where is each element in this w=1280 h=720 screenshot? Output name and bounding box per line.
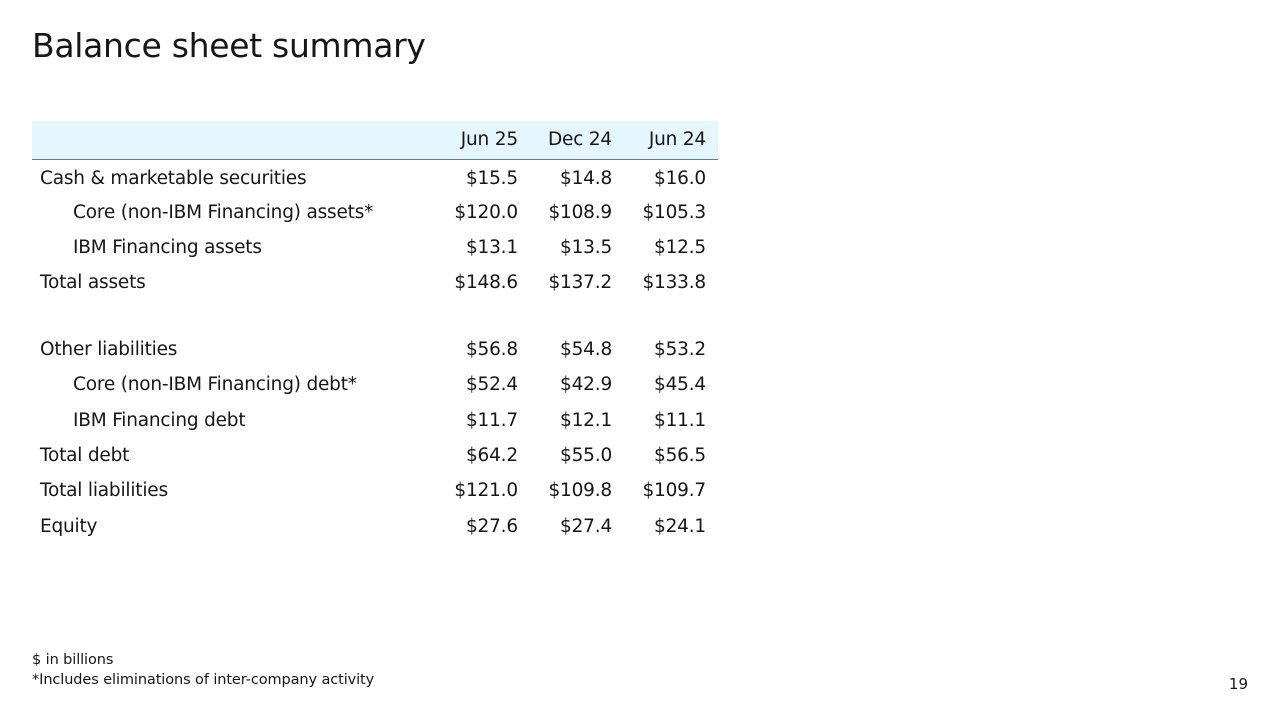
cell-jun-25: $15.5: [465, 167, 518, 189]
cell-jun-24: $53.2: [654, 338, 706, 360]
cell-dec-24: $54.8: [560, 338, 613, 360]
column-header-jun-25: Jun 25: [427, 121, 522, 160]
column-header-jun-24: Jun 24: [616, 121, 718, 160]
cell-dec-24: $12.1: [560, 409, 613, 431]
cell-jun-25: $64.2: [465, 444, 518, 466]
cell-jun-25: $13.1: [465, 236, 518, 258]
cell-dec-24: $13.5: [560, 236, 613, 258]
cell-dec-24: $108.9: [548, 201, 613, 223]
footnote-eliminations: *Includes eliminations of inter-company …: [32, 672, 375, 688]
column-header-label: [32, 121, 428, 160]
row-label: Core (non-IBM Financing) debt*: [73, 374, 357, 396]
cell-jun-24: $105.3: [642, 201, 706, 223]
balance-sheet-table: Jun 25 Dec 24 Jun 24 Cash & marketable s…: [32, 121, 718, 544]
table-row: Total liabilities $121.0 $109.8 $109.7: [32, 473, 718, 508]
row-label: Equity: [40, 515, 98, 537]
table-row: Total debt $64.2 $55.0 $56.5: [32, 438, 718, 473]
row-label: IBM Financing debt: [73, 409, 246, 431]
cell-jun-25: $52.4: [465, 374, 518, 396]
page-number: 19: [1228, 675, 1248, 693]
cell-jun-25: $148.6: [454, 272, 518, 294]
row-label: Cash & marketable securities: [40, 167, 307, 189]
row-label: Total debt: [40, 444, 130, 466]
cell-jun-25: $56.8: [465, 338, 518, 360]
cell-jun-25: $120.0: [454, 201, 518, 223]
cell-dec-24: $55.0: [560, 444, 613, 466]
cell-jun-24: $16.0: [654, 167, 706, 189]
table-row: Equity $27.6 $27.4 $24.1: [32, 509, 718, 544]
cell-dec-24: $109.8: [548, 480, 613, 502]
cell-dec-24: $14.8: [560, 167, 613, 189]
cell-dec-24: $42.9: [560, 374, 613, 396]
footnote-units: $ in billions: [32, 652, 114, 668]
cell-jun-24: $133.8: [642, 272, 706, 294]
row-label: Core (non-IBM Financing) assets*: [73, 201, 374, 223]
row-label: Other liabilities: [40, 338, 178, 360]
cell-jun-25: $11.7: [465, 409, 518, 431]
cell-jun-25: $27.6: [465, 515, 518, 537]
cell-jun-24: $24.1: [654, 515, 706, 537]
table-spacer-row: [32, 301, 718, 332]
table-header-row: Jun 25 Dec 24 Jun 24: [32, 121, 718, 160]
cell-jun-24: $109.7: [642, 480, 706, 502]
row-label: Total assets: [40, 272, 146, 294]
table-row: IBM Financing assets $13.1 $13.5 $12.5: [32, 230, 718, 265]
table-row: Total assets $148.6 $137.2 $133.8: [32, 265, 718, 300]
cell-jun-24: $12.5: [654, 236, 706, 258]
table-row: Core (non-IBM Financing) debt* $52.4 $42…: [32, 367, 718, 402]
column-header-dec-24: Dec 24: [521, 121, 617, 160]
row-label: IBM Financing assets: [73, 236, 262, 258]
row-label: Total liabilities: [40, 480, 168, 502]
cell-jun-25: $121.0: [454, 480, 518, 502]
cell-jun-24: $11.1: [654, 409, 706, 431]
table-row: IBM Financing debt $11.7 $12.1 $11.1: [32, 402, 718, 437]
cell-dec-24: $137.2: [548, 272, 613, 294]
table-row: Core (non-IBM Financing) assets* $120.0 …: [32, 194, 718, 229]
cell-dec-24: $27.4: [560, 515, 613, 537]
page-title: Balance sheet summary: [32, 26, 426, 65]
table-row: Other liabilities $56.8 $54.8 $53.2: [32, 332, 718, 367]
cell-jun-24: $56.5: [654, 444, 706, 466]
cell-jun-24: $45.4: [654, 374, 706, 396]
table-row: Cash & marketable securities $15.5 $14.8…: [32, 159, 718, 194]
